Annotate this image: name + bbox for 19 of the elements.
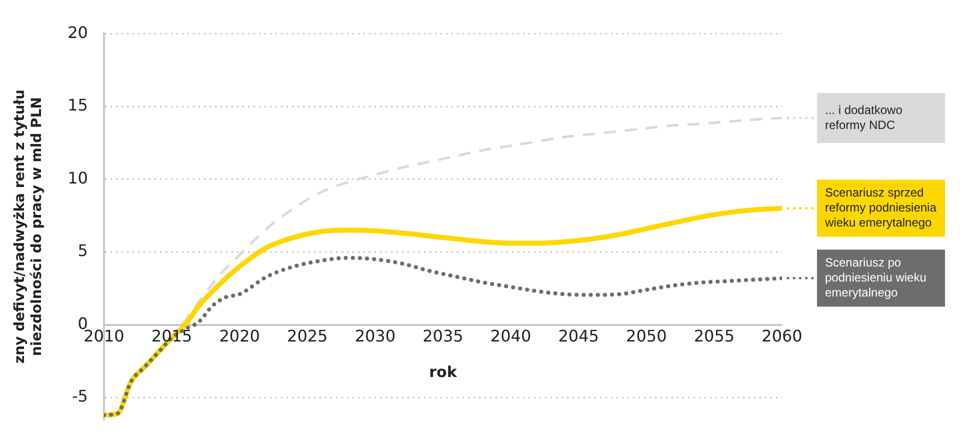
y-tick-label: 10 [68, 168, 88, 188]
y-tick-label: 20 [68, 22, 88, 42]
legend-label: Scenariusz po podniesieniu wieku emerytalnego [825, 255, 926, 300]
x-tick-label: 2035 [422, 326, 464, 346]
y-tick-label: 15 [68, 96, 88, 115]
x-tick-label: 2030 [354, 326, 396, 346]
x-tick-label: 2050 [626, 326, 667, 346]
legend-label: ... i dodatkowo reformy NDC [825, 102, 903, 132]
x-tick-label: 2020 [219, 326, 260, 346]
x-tick-label: 2040 [490, 326, 532, 346]
x-tick-label: 2025 [287, 326, 328, 346]
x-tick-label: 2060 [762, 326, 802, 346]
x-tick-label: 2055 [694, 326, 735, 346]
y-axis-title: zny defivyt/nadwyżka rent z tytułu niezdolności do pracy w mld PLN [12, 90, 45, 364]
x-tick-label: 2045 [558, 326, 599, 346]
y-tick-label: -5 [72, 386, 88, 406]
x-axis-title: rok [429, 362, 458, 381]
legend-label: Scenariusz sprzed reformy podniesienia wieku emerytalnego [824, 186, 937, 230]
y-tick-label: 5 [78, 241, 88, 260]
